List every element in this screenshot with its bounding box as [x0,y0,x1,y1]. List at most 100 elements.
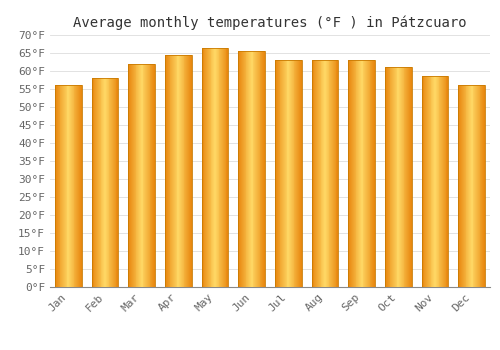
Bar [250,51,251,287]
Bar [257,51,258,287]
Bar [348,60,350,287]
Bar [99,78,100,287]
Bar [136,64,138,287]
Bar [399,68,400,287]
Bar [105,78,106,287]
Bar [312,60,338,287]
Bar [216,48,217,287]
Bar [385,68,386,287]
Bar [71,85,72,287]
Bar [264,51,265,287]
Bar [294,60,296,287]
Bar [466,85,468,287]
Bar [96,78,97,287]
Bar [150,64,152,287]
Bar [218,48,220,287]
Bar [318,60,319,287]
Bar [182,55,184,287]
Bar [324,60,325,287]
Bar [214,48,215,287]
Bar [132,64,133,287]
Bar [360,60,361,287]
Bar [393,68,394,287]
Bar [286,60,288,287]
Bar [462,85,463,287]
Bar [212,48,213,287]
Bar [470,85,471,287]
Bar [356,60,358,287]
Bar [361,60,362,287]
Bar [92,78,118,287]
Bar [297,60,298,287]
Bar [202,48,203,287]
Bar [317,60,318,287]
Bar [131,64,132,287]
Bar [175,55,176,287]
Bar [364,60,365,287]
Bar [433,76,434,287]
Bar [444,76,446,287]
Bar [92,78,94,287]
Bar [190,55,192,287]
Bar [256,51,257,287]
Bar [422,76,448,287]
Bar [206,48,207,287]
Bar [166,55,167,287]
Bar [204,48,206,287]
Bar [374,60,375,287]
Bar [388,68,390,287]
Bar [320,60,322,287]
Bar [263,51,264,287]
Bar [475,85,476,287]
Bar [244,51,246,287]
Bar [395,68,396,287]
Bar [77,85,78,287]
Bar [437,76,438,287]
Bar [210,48,212,287]
Bar [330,60,331,287]
Bar [298,60,299,287]
Bar [246,51,248,287]
Bar [463,85,464,287]
Bar [215,48,216,287]
Bar [138,64,139,287]
Bar [478,85,480,287]
Bar [217,48,218,287]
Bar [476,85,477,287]
Bar [94,78,96,287]
Bar [285,60,286,287]
Bar [142,64,144,287]
Bar [427,76,428,287]
Bar [461,85,462,287]
Bar [436,76,437,287]
Bar [224,48,226,287]
Bar [336,60,338,287]
Bar [283,60,284,287]
Bar [408,68,409,287]
Bar [144,64,145,287]
Bar [172,55,173,287]
Bar [255,51,256,287]
Bar [103,78,104,287]
Bar [181,55,182,287]
Bar [407,68,408,287]
Bar [174,55,175,287]
Bar [353,60,354,287]
Bar [55,85,82,287]
Bar [240,51,241,287]
Bar [352,60,353,287]
Bar [276,60,277,287]
Bar [251,51,252,287]
Bar [154,64,155,287]
Bar [80,85,82,287]
Bar [238,51,265,287]
Bar [323,60,324,287]
Bar [63,85,64,287]
Bar [153,64,154,287]
Bar [296,60,297,287]
Bar [226,48,228,287]
Bar [147,64,148,287]
Bar [396,68,398,287]
Bar [278,60,280,287]
Bar [107,78,108,287]
